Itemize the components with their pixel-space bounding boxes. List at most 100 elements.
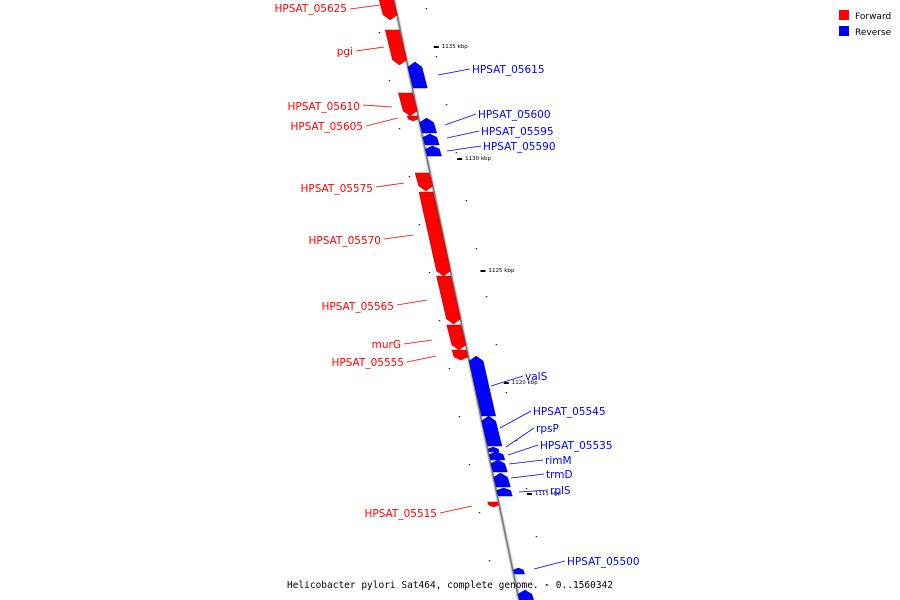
genome-caption: Helicobacter pylori Sat464, complete gen… xyxy=(287,580,613,591)
minor-tick xyxy=(505,392,508,394)
gene-block-hpsat_05590[interactable] xyxy=(425,145,442,157)
callout-line xyxy=(518,489,549,493)
gene-block-hpsat_05500[interactable] xyxy=(513,567,525,575)
minor-tick xyxy=(545,584,548,586)
gene-block-pgi[interactable] xyxy=(384,29,407,66)
gene-block-hpsat_05610[interactable] xyxy=(398,92,418,117)
gene-label-vals[interactable]: valS xyxy=(525,371,548,383)
callout-line xyxy=(437,68,471,76)
minor-tick xyxy=(445,104,448,106)
minor-tick xyxy=(418,224,421,226)
gene-block-hpsat_05625[interactable] xyxy=(378,0,398,21)
gene-label-hpsat_05595[interactable]: HPSAT_05595 xyxy=(481,126,554,138)
genome-backbone-line xyxy=(393,0,520,600)
callout-line xyxy=(444,113,477,126)
minor-tick xyxy=(478,512,481,514)
gene-label-hpsat_05615[interactable]: HPSAT_05615 xyxy=(472,64,545,76)
gene-block-hpsat_05615[interactable] xyxy=(407,61,428,89)
minor-tick xyxy=(458,416,461,418)
major-tick xyxy=(503,382,509,384)
gene-label-murg[interactable]: murG xyxy=(372,339,401,351)
gene-blocks xyxy=(378,0,535,600)
callout-line xyxy=(439,505,473,514)
tick-label: 1115 kbp xyxy=(535,491,561,497)
callout-line xyxy=(510,473,545,479)
minor-tick xyxy=(465,200,468,202)
gene-label-hpsat_05600[interactable]: HPSAT_05600 xyxy=(478,109,551,121)
gene-block-hpsat_05605[interactable] xyxy=(406,115,419,122)
major-tick xyxy=(526,493,532,495)
tick-label: 1135 kbp xyxy=(442,44,468,50)
gene-block-hpsat_05595[interactable] xyxy=(422,133,440,146)
gene-label-hpsat_05565[interactable]: HPSAT_05565 xyxy=(321,301,394,313)
gene-label-hpsat_05605[interactable]: HPSAT_05605 xyxy=(290,121,363,133)
gene-block-trmd[interactable] xyxy=(493,472,511,488)
gene-label-rimm[interactable]: rimM xyxy=(545,455,572,467)
minor-tick xyxy=(408,176,411,178)
gene-label-hpsat_05545[interactable]: HPSAT_05545 xyxy=(533,406,606,418)
callout-line xyxy=(375,182,405,188)
minor-tick xyxy=(398,128,401,130)
legend: Forward Reverse xyxy=(839,10,892,38)
tick-label: 1125 kbp xyxy=(488,268,514,274)
gene-block-hpsat_05515[interactable] xyxy=(487,501,499,508)
callout-line xyxy=(362,104,393,108)
gene-label-hpsat_05575[interactable]: HPSAT_05575 xyxy=(300,183,373,195)
gene-block-hpsat_05615[interactable] xyxy=(517,589,535,600)
major-tick xyxy=(457,158,463,160)
gene-label-hpsat_05500[interactable]: HPSAT_05500 xyxy=(567,556,640,568)
callout-line xyxy=(403,339,433,345)
gene-block-vals[interactable] xyxy=(468,355,496,417)
minor-tick xyxy=(485,296,488,298)
callout-line xyxy=(499,410,532,429)
minor-tick xyxy=(455,152,458,154)
gene-label-hpsat_05535[interactable]: HPSAT_05535 xyxy=(540,440,613,452)
gene-label-rpls[interactable]: rplS xyxy=(550,485,571,497)
gene-label-hpsat_05625[interactable]: HPSAT_05625 xyxy=(274,3,347,15)
callout-line xyxy=(396,299,428,306)
legend-reverse-label: Reverse xyxy=(855,28,892,38)
gene-block-hpsat_05575[interactable] xyxy=(414,172,434,192)
gene-block-hpsat_05570[interactable] xyxy=(418,191,451,277)
gene-label-hpsat_05570[interactable]: HPSAT_05570 xyxy=(308,235,381,247)
callout-line xyxy=(490,375,524,387)
gene-block-rimm[interactable] xyxy=(490,459,508,473)
legend-reverse-swatch xyxy=(839,26,849,36)
gene-label-pgi[interactable]: pgi xyxy=(337,46,353,58)
minor-tick xyxy=(495,344,498,346)
gene-label-trmd[interactable]: trmD xyxy=(546,469,573,481)
callout-line xyxy=(406,355,437,363)
major-tick xyxy=(433,46,439,48)
gene-block-murg[interactable] xyxy=(446,324,467,351)
callout-line xyxy=(446,145,482,152)
gene-block-hpsat_05535[interactable] xyxy=(488,451,506,461)
gene-block-rpsp[interactable] xyxy=(487,446,500,453)
gene-block-hpsat_05545[interactable] xyxy=(481,415,503,447)
callout-line xyxy=(349,4,381,10)
major-ticks: 1135 kbp 1130 kbp 1125 kbp 1120 kbp 1115 kbp xyxy=(433,44,561,497)
tick-label: 1130 kbp xyxy=(465,156,491,162)
gene-label-hpsat_05590[interactable]: HPSAT_05590 xyxy=(483,141,556,153)
minor-tick xyxy=(425,8,428,10)
gene-block-hpsat_05600[interactable] xyxy=(419,117,438,134)
callout-line xyxy=(533,560,566,570)
gene-label-hpsat_05515[interactable]: HPSAT_05515 xyxy=(364,508,437,520)
minor-tick xyxy=(388,80,391,82)
gene-block-hpsat_05565[interactable] xyxy=(436,275,461,325)
callout-line xyxy=(508,459,544,465)
gene-label-rpsp[interactable]: rpsP xyxy=(536,423,559,435)
gene-block-rpls[interactable] xyxy=(496,487,513,497)
minor-tick xyxy=(488,560,491,562)
tick-label: 1120 kbp xyxy=(512,380,538,386)
gene-label-hpsat_05555[interactable]: HPSAT_05555 xyxy=(331,357,404,369)
legend-forward-swatch xyxy=(839,10,849,20)
minor-tick xyxy=(535,536,538,538)
major-tick xyxy=(480,270,486,272)
legend-forward-label: Forward xyxy=(855,12,891,22)
gene-block-hpsat_05555[interactable] xyxy=(451,349,469,361)
callout-line xyxy=(365,117,399,127)
gene-label-hpsat_05610[interactable]: HPSAT_05610 xyxy=(287,101,360,113)
minor-tick xyxy=(438,320,441,322)
